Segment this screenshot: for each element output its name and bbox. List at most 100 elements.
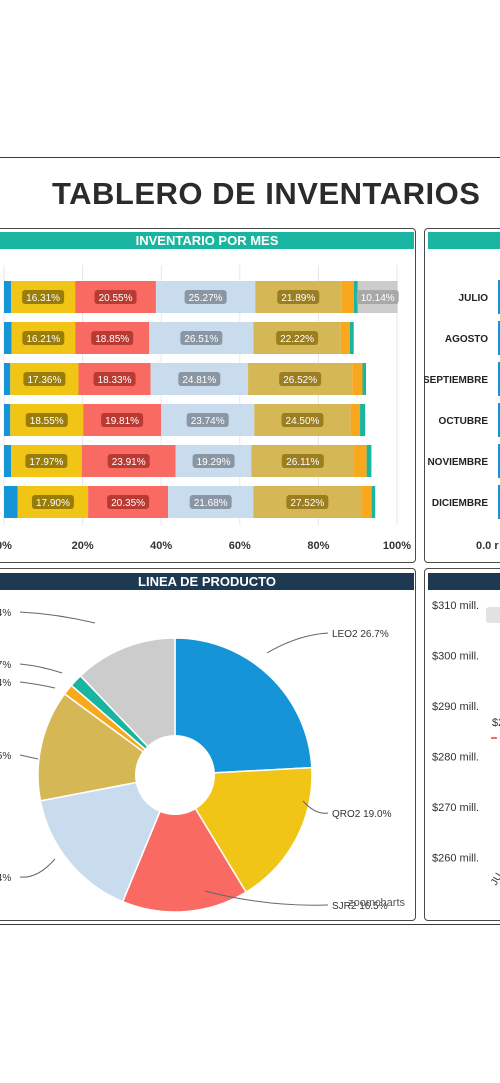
data-label: 25.27% xyxy=(189,293,223,304)
bar-segment xyxy=(360,404,366,436)
y-tick-label: $260 mill. xyxy=(432,853,479,865)
data-label: 18.85% xyxy=(95,334,129,345)
data-label-pill xyxy=(279,372,322,386)
data-label-pill xyxy=(184,290,227,304)
data-label: 18.55% xyxy=(30,416,64,427)
data-label-pill xyxy=(22,331,65,345)
month-label: SEPTIEMBRE xyxy=(424,375,488,386)
bar-segment xyxy=(341,281,354,313)
y-tick-label: $270 mill. xyxy=(432,802,479,814)
data-label: 24.50% xyxy=(286,416,320,427)
bar-segment xyxy=(371,486,376,518)
month-label: JULIO xyxy=(459,293,489,304)
point-label: $2 xyxy=(492,717,500,729)
pie-slice xyxy=(121,773,248,913)
data-label-pill xyxy=(107,495,150,509)
bar-segment xyxy=(350,404,361,436)
bar-segment xyxy=(4,445,12,477)
data-label: 27.52% xyxy=(290,498,324,509)
data-label: 18.33% xyxy=(98,375,132,386)
data-label-pill xyxy=(186,413,229,427)
data-label-pill xyxy=(192,454,235,468)
slice-label: .5% xyxy=(0,751,11,762)
stacked-bar-chart: 16.31% 20.55% 25.27% 21.89% 10.14% 16.21% 18.8… xyxy=(0,265,411,552)
leader-line xyxy=(204,890,329,906)
month-label: AGOSTO xyxy=(445,334,488,345)
data-label-pill xyxy=(22,290,65,304)
data-label-pill xyxy=(23,372,66,386)
data-label: 19.81% xyxy=(105,416,139,427)
data-label: 16.31% xyxy=(26,293,60,304)
bar-segment xyxy=(349,322,354,354)
slice-label: .7% xyxy=(0,660,11,671)
month-bar xyxy=(498,444,500,478)
leader-line xyxy=(19,663,63,674)
leader-line xyxy=(19,611,96,624)
leader-line xyxy=(302,800,329,814)
bar-segment xyxy=(354,445,367,477)
bar-segment xyxy=(4,404,11,436)
data-label-pill xyxy=(180,331,223,345)
data-label: 17.36% xyxy=(27,375,61,386)
x-tick-label: 0% xyxy=(0,540,12,552)
data-label: 20.55% xyxy=(99,293,133,304)
data-label: 16.21% xyxy=(26,334,60,345)
bar-segment xyxy=(362,363,367,395)
data-label: 24.81% xyxy=(182,375,216,386)
product-line-header: LINEA DE PRODUCTO xyxy=(0,573,414,590)
bar-segment xyxy=(4,486,18,518)
data-label-pill xyxy=(281,413,324,427)
data-label-pill xyxy=(31,495,74,509)
bar-segment xyxy=(353,281,358,313)
legend-chip xyxy=(486,607,500,623)
bar-segment xyxy=(366,445,372,477)
data-label: 26.11% xyxy=(286,457,319,468)
data-label-pill xyxy=(178,372,221,386)
slice-label: QRO2 19.0% xyxy=(332,809,392,820)
pie-slice xyxy=(39,774,177,903)
value-line-panel xyxy=(424,568,500,921)
value-line-header xyxy=(428,573,500,590)
data-label-pill xyxy=(356,290,399,304)
slice-label: .4% xyxy=(0,873,11,884)
data-label-pill xyxy=(107,454,150,468)
data-label-pill xyxy=(101,413,144,427)
x-tick-label: JU xyxy=(489,871,500,887)
bar-segment xyxy=(340,322,350,354)
leader-line xyxy=(266,632,329,654)
bar-segment xyxy=(361,486,372,518)
donut-hole xyxy=(135,735,215,815)
data-label-pill xyxy=(276,331,319,345)
x-tick-label: 100% xyxy=(383,540,411,552)
slice-label: SJR2 16.5% xyxy=(332,901,388,912)
data-label: 20.35% xyxy=(111,498,145,509)
slice-label: .4% xyxy=(0,678,11,689)
y-tick-label: $310 mill. xyxy=(432,600,479,612)
month-label: NOVIEMBRE xyxy=(427,457,488,468)
monthly-bar-chart: JULIO AGOSTO SEPTIEMBRE OCTUBRE NOVIEMBRE DIC… xyxy=(424,280,500,552)
x-tick-label: 80% xyxy=(307,540,329,552)
slice-label: .4% xyxy=(0,608,11,619)
x-tick-label: 40% xyxy=(150,540,172,552)
month-bar xyxy=(498,403,500,437)
data-label-pill xyxy=(25,413,68,427)
leader-line xyxy=(19,858,56,878)
data-label-pill xyxy=(94,290,137,304)
data-label-pill xyxy=(25,454,68,468)
dashboard-title: TABLERO DE INVENTARIOS xyxy=(52,176,481,211)
pie-slice xyxy=(173,766,313,894)
data-label: 23.74% xyxy=(191,416,225,427)
leader-line xyxy=(19,681,56,689)
month-bar xyxy=(498,485,500,519)
data-label-pill xyxy=(277,290,320,304)
monthly-bar-panel xyxy=(424,228,500,563)
slice-label: LEO2 26.7% xyxy=(332,629,389,640)
data-label-pill xyxy=(286,495,329,509)
data-label: 22.22% xyxy=(280,334,314,345)
data-label-pill xyxy=(93,372,136,386)
y-tick-label: $280 mill. xyxy=(432,752,479,764)
bar-segment xyxy=(352,363,363,395)
bar-segment xyxy=(4,322,12,354)
data-label: 26.52% xyxy=(283,375,317,386)
data-label: 19.29% xyxy=(197,457,231,468)
